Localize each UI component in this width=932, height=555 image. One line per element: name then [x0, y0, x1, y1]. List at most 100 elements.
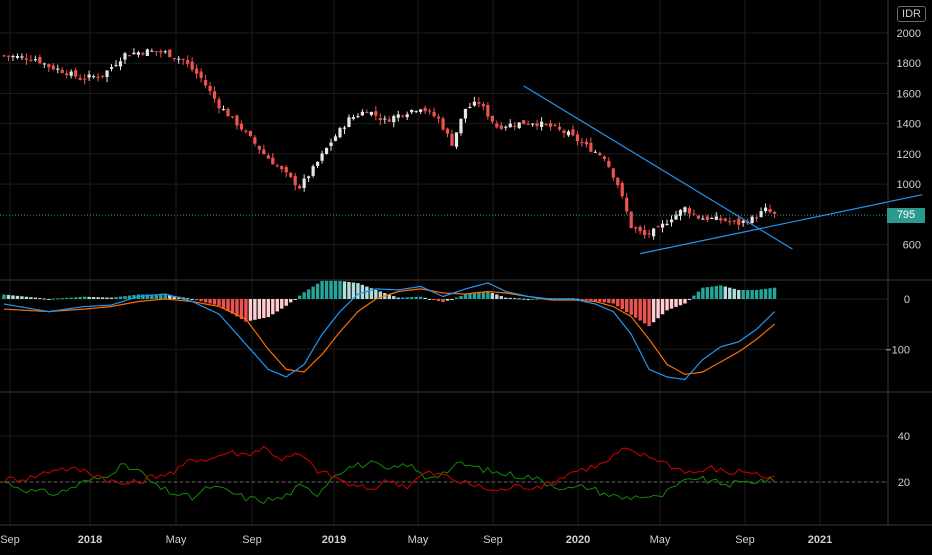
candle-body: [262, 149, 266, 155]
currency-badge[interactable]: IDR: [897, 6, 926, 22]
candle-body: [248, 131, 252, 137]
macd-histogram-bar: [490, 292, 495, 299]
macd-histogram-bar: [714, 285, 719, 299]
macd-histogram-bar: [347, 282, 351, 299]
macd-histogram-bar: [29, 297, 33, 299]
candle-body: [141, 53, 145, 55]
candle: [284, 165, 288, 178]
candle: [535, 119, 539, 130]
candle: [665, 219, 669, 226]
candle: [737, 215, 741, 230]
candle: [141, 51, 145, 56]
candle: [557, 122, 562, 132]
candle-body: [486, 104, 490, 117]
macd-histogram-bar: [459, 296, 463, 299]
candle: [150, 48, 154, 52]
candle: [136, 50, 140, 58]
candle: [329, 138, 333, 151]
macd-histogram-bar: [132, 295, 136, 299]
candle: [602, 155, 606, 162]
candle: [647, 229, 651, 238]
macd-histogram-bar: [633, 299, 638, 318]
macd-pane[interactable]: [2, 280, 777, 381]
candle-body: [342, 127, 347, 129]
macd-histogram-bar: [445, 299, 450, 301]
candle-body: [217, 99, 221, 109]
macd-histogram-bar: [42, 298, 47, 300]
candle-body: [468, 106, 472, 108]
candle: [616, 177, 620, 189]
candle-body: [432, 111, 436, 117]
candle: [468, 102, 472, 109]
candle-body: [123, 53, 127, 60]
candle-body: [29, 60, 33, 62]
macd-histogram-bar: [168, 295, 172, 299]
macd-histogram-bar: [356, 283, 360, 299]
macd-histogram-bar: [257, 299, 262, 319]
candle: [687, 205, 692, 219]
candle-body: [428, 110, 432, 112]
macd-axis-tick-label: −100: [885, 344, 910, 356]
macd-histogram-bar: [598, 299, 602, 302]
candle: [109, 64, 114, 72]
macd-histogram-bar: [212, 299, 217, 305]
candle-body: [365, 111, 369, 114]
macd-histogram-bar: [414, 296, 418, 299]
price-axis-tick-label: 600: [903, 240, 921, 252]
price-axis-tick-label: 1400: [897, 119, 921, 131]
dmi-pane[interactable]: [0, 445, 888, 505]
candle: [235, 114, 239, 130]
macd-histogram-bar: [271, 299, 275, 315]
candle-body: [602, 156, 606, 160]
candle: [701, 215, 705, 220]
candle: [293, 172, 297, 191]
candle: [481, 102, 485, 111]
candle-body: [356, 116, 360, 118]
candle-body: [324, 147, 329, 154]
candle-body: [629, 211, 633, 228]
candle-body: [517, 122, 521, 129]
macd-histogram-bar: [154, 294, 159, 299]
candle: [351, 114, 356, 121]
macd-histogram-bar: [701, 287, 705, 299]
candle-body: [311, 166, 315, 176]
candle: [204, 74, 208, 89]
candle-body: [109, 67, 114, 69]
candle-body: [584, 141, 588, 145]
macd-histogram-bar: [692, 295, 696, 299]
candle-body: [266, 155, 270, 159]
macd-histogram-bar: [69, 297, 73, 299]
candle: [410, 109, 414, 115]
candle-body: [42, 63, 46, 65]
candle-body: [625, 197, 629, 212]
macd-histogram-bar: [65, 297, 69, 299]
macd-histogram-bar: [768, 288, 772, 299]
candle: [741, 219, 745, 227]
candle: [504, 125, 508, 131]
candle-body: [553, 124, 557, 126]
macd-histogram-bar: [477, 292, 481, 299]
x-axis-tick-label: 2021: [808, 534, 832, 546]
price-pane[interactable]: [0, 48, 923, 255]
macd-histogram-bar: [374, 289, 378, 299]
candle-body: [221, 109, 226, 111]
macd-histogram-bar: [580, 299, 584, 300]
candle: [584, 138, 588, 148]
candle-body: [374, 111, 378, 116]
candle-body: [145, 49, 149, 57]
candle-body: [481, 104, 485, 107]
macd-histogram-bar: [244, 299, 248, 322]
macd-histogram-bar: [454, 297, 459, 299]
candle: [445, 127, 450, 138]
candle-body: [87, 74, 91, 78]
candle-body: [83, 78, 87, 80]
candle: [123, 51, 127, 64]
macd-histogram-bar: [221, 299, 226, 309]
candle: [262, 144, 266, 155]
macd-histogram-bar: [2, 294, 6, 299]
candle: [195, 64, 199, 79]
macd-histogram-bar: [754, 289, 759, 299]
candle: [190, 56, 194, 72]
